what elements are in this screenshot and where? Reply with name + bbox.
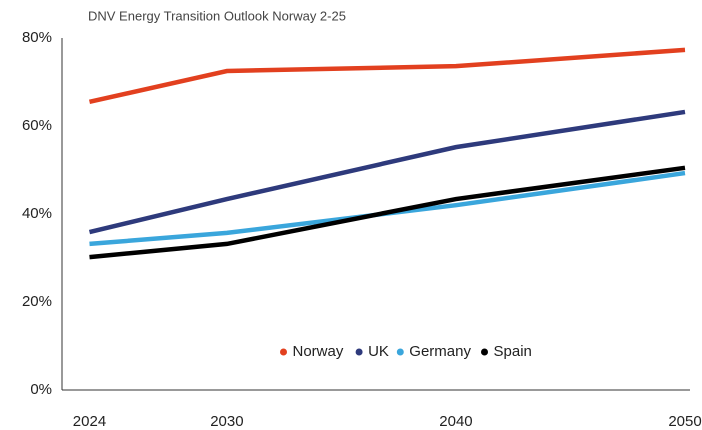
- y-tick-label: 20%: [22, 293, 52, 310]
- y-tick-label: 80%: [22, 29, 52, 46]
- legend-marker: [355, 348, 363, 356]
- legend-marker: [280, 348, 287, 356]
- series-line: [88, 109, 686, 235]
- legend-label: Germany: [409, 343, 471, 360]
- series-line: [88, 47, 686, 104]
- legend-label: UK: [368, 343, 389, 360]
- series-line: [89, 170, 686, 247]
- chart-title: DNV Energy Transition Outlook Norway 2-2…: [88, 8, 346, 23]
- series-line: [89, 165, 686, 260]
- legend-label: Spain: [494, 343, 532, 360]
- legend-marker: [481, 348, 488, 356]
- x-tick-label: 2030: [210, 413, 243, 430]
- x-tick-label: 2040: [439, 413, 472, 430]
- y-tick-label: 60%: [22, 117, 52, 134]
- x-tick-label: 2050: [668, 413, 701, 430]
- legend-marker: [396, 348, 404, 356]
- y-tick-label: 40%: [22, 205, 52, 222]
- y-tick-label: 0%: [30, 381, 52, 398]
- x-tick-label: 2024: [73, 413, 106, 430]
- legend-label: Norway: [293, 343, 344, 360]
